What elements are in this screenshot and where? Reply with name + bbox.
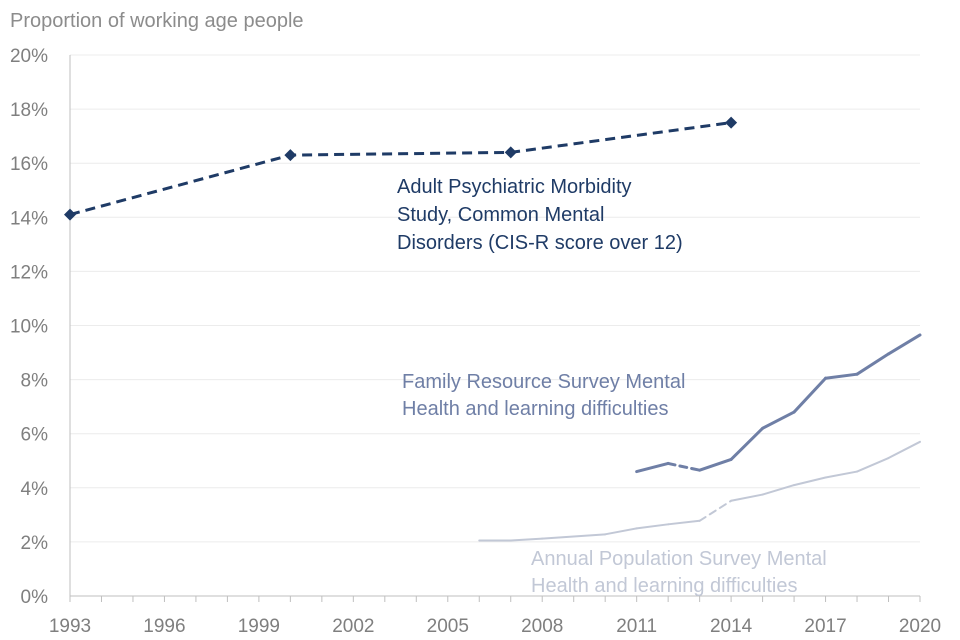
axes — [69, 55, 921, 602]
series-lines — [64, 116, 922, 542]
annotation-apms: Adult Psychiatric Morbidity Study, Common… — [397, 176, 683, 254]
annotation-aps: Annual Population Survey Mental Health an… — [531, 548, 827, 597]
y-tick-label: 12% — [10, 262, 48, 283]
grid-lines — [70, 54, 920, 543]
series-segment-frs — [761, 410, 796, 430]
y-tick-label: 18% — [10, 100, 48, 121]
y-tick-label: 0% — [21, 587, 49, 608]
x-tick-label: 2011 — [616, 616, 657, 637]
data-point-marker — [64, 208, 76, 221]
series-segment-aps — [856, 457, 890, 473]
series-segment-aps — [887, 440, 921, 460]
series-segment-aps — [572, 533, 607, 538]
series-segment-aps — [698, 499, 733, 522]
x-tick-labels: 1993 1996 1999 2002 2005 2008 2011 2014 2017 2020 — [49, 616, 941, 637]
y-tick-label: 14% — [10, 208, 48, 229]
series-line-apms — [69, 121, 732, 217]
data-point-marker — [725, 116, 738, 129]
series-segment-aps — [635, 523, 670, 530]
series-segment-frs — [635, 461, 670, 474]
series-segment-aps — [793, 476, 827, 487]
y-tick-label: 8% — [21, 371, 49, 392]
annotation-line: Annual Population Survey Mental — [531, 548, 827, 570]
y-tick-label: 16% — [10, 154, 48, 175]
series-segment-frs — [792, 376, 828, 414]
series-segment-aps — [824, 470, 859, 479]
x-tick-label: 1999 — [238, 616, 280, 637]
series-annotations: Adult Psychiatric Morbidity Study, Common… — [397, 176, 827, 597]
annotation-line: Disorders (CIS-R score over 12) — [397, 232, 683, 254]
x-tick-label: 1996 — [143, 616, 185, 637]
annotation-line: Health and learning difficulties — [402, 398, 668, 420]
y-tick-labels: 0% 2% 4% 6% 8% 10% 12% 14% 16% 18% 20% — [10, 46, 48, 608]
x-tick-label: 2020 — [899, 616, 941, 637]
data-point-marker — [504, 146, 517, 159]
series-segment-aps — [730, 493, 764, 502]
y-tick-label: 2% — [21, 533, 49, 554]
series-segment-aps — [509, 537, 544, 542]
series-segment-frs — [698, 457, 733, 472]
y-tick-label: 4% — [21, 479, 49, 500]
y-tick-label: 6% — [21, 425, 49, 446]
series-segment-aps — [667, 519, 701, 526]
series-segment-aps — [761, 484, 796, 496]
y-tick-label: 20% — [10, 46, 48, 67]
x-tick-label: 2008 — [521, 616, 563, 637]
data-point-marker — [284, 149, 297, 162]
x-tick-label: 2002 — [332, 616, 374, 637]
series-segment-frs — [887, 333, 922, 356]
annotation-line: Family Resource Survey Mental — [402, 371, 685, 393]
series-segment-frs — [666, 461, 702, 472]
y-axis-title: Proportion of working age people — [10, 10, 304, 32]
annotation-frs: Family Resource Survey Mental Health and … — [402, 371, 685, 420]
series-segment-frs — [855, 352, 891, 376]
series-segment-aps — [541, 535, 575, 540]
x-tick-label: 2014 — [710, 616, 753, 637]
annotation-line: Health and learning difficulties — [531, 575, 797, 597]
x-tick-label: 1993 — [49, 616, 91, 637]
series-segment-frs — [729, 426, 765, 461]
annotation-line: Adult Psychiatric Morbidity — [397, 176, 632, 198]
x-tick-label: 2017 — [804, 616, 846, 637]
annotation-line: Study, Common Mental — [397, 204, 605, 226]
series-segment-frs — [824, 372, 859, 380]
x-tick-label: 2005 — [427, 616, 469, 637]
series-segment-aps — [604, 527, 638, 536]
y-tick-label: 10% — [10, 317, 48, 338]
